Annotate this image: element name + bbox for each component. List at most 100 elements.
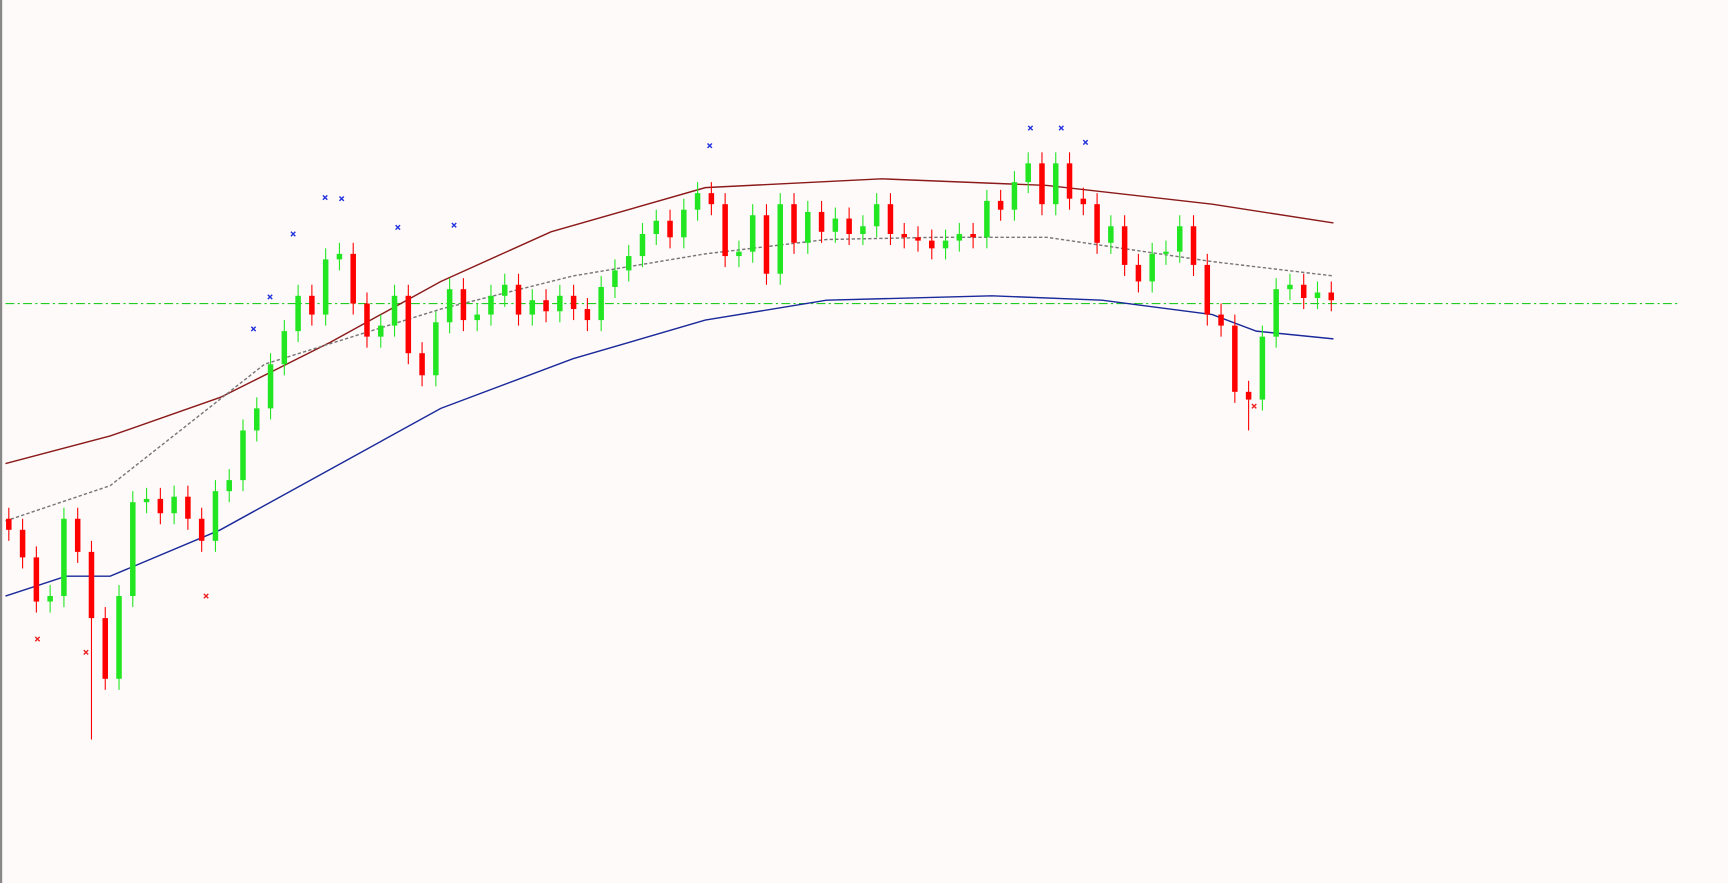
candle-body [61, 518, 67, 597]
candle-body [240, 430, 246, 481]
candle-body [281, 331, 288, 365]
candle-body [460, 289, 467, 321]
candle-body [625, 256, 632, 271]
candle-body [901, 233, 907, 238]
signal-marker [203, 593, 209, 599]
candle-body [1218, 314, 1224, 326]
candle-body [1149, 253, 1155, 282]
candle-body [1163, 251, 1169, 254]
indicator-line [5, 236, 1334, 522]
candle-body [887, 204, 894, 234]
candle-body [350, 253, 356, 304]
candle-body [529, 300, 536, 315]
candle-body [501, 284, 508, 296]
candle-body [736, 251, 742, 257]
candle-body [1300, 284, 1307, 299]
candle-body [433, 322, 439, 376]
candle-body [557, 295, 563, 312]
candle-body [749, 215, 756, 252]
candle-body [19, 529, 26, 558]
indicator-line [5, 295, 1334, 597]
candle-body [378, 325, 384, 337]
candle-body [873, 204, 880, 227]
candle-body [584, 309, 591, 321]
candle-body [446, 289, 453, 323]
candle-body [708, 193, 715, 205]
signal-marker [267, 294, 273, 300]
candle-body [929, 240, 935, 249]
candle-body [722, 204, 728, 257]
candle-body [1190, 226, 1197, 265]
candle-body [1094, 204, 1100, 243]
candle-body [1080, 198, 1087, 205]
candle-body [6, 518, 12, 530]
candle-body [667, 220, 673, 238]
candle-body [1121, 226, 1128, 265]
candle-body [1287, 284, 1293, 290]
candle-body [1053, 163, 1059, 205]
candle-body [88, 551, 95, 619]
candle-body [1259, 336, 1266, 400]
candle-body [143, 498, 150, 503]
candle-body [1232, 325, 1238, 392]
candle-body [1314, 292, 1321, 299]
candle-body [763, 215, 770, 274]
signal-marker [250, 326, 257, 332]
candle-body [198, 518, 205, 541]
candle-body [391, 295, 398, 326]
candle-body [791, 204, 797, 243]
signal-marker [1027, 125, 1034, 131]
candle-body [267, 364, 274, 409]
candle-body [915, 237, 921, 241]
candle-body [832, 218, 839, 232]
candle-body [777, 204, 783, 274]
candle-body [419, 353, 425, 376]
candle-body [860, 226, 866, 234]
candle-body [405, 295, 412, 354]
indicator-line [5, 178, 1334, 465]
candle-body [157, 498, 164, 514]
candle-body [846, 218, 852, 234]
candle-body [1273, 289, 1279, 337]
candle-body [612, 270, 618, 287]
signal-marker [338, 195, 345, 202]
candle-body [130, 502, 136, 597]
candle-body [805, 211, 811, 243]
candle-body [956, 233, 963, 241]
candle-body [309, 295, 315, 315]
candle-body [942, 240, 949, 249]
candle-body [47, 596, 53, 602]
candle-body [984, 200, 990, 238]
candle-body [997, 200, 1004, 210]
candle-body [1176, 226, 1183, 252]
signal-marker [290, 231, 296, 237]
candle-body [570, 295, 577, 310]
candle-body [681, 209, 687, 238]
candle-body [74, 518, 81, 552]
candle-body [598, 286, 604, 321]
candle-body [1066, 163, 1073, 199]
signal-marker [1251, 403, 1257, 409]
signal-marker [83, 649, 89, 656]
candle-body [474, 314, 480, 321]
candle-body [970, 233, 976, 238]
candle-body [212, 491, 219, 541]
candle-body [322, 259, 329, 315]
candle-body [295, 295, 301, 332]
signal-marker [322, 194, 328, 201]
candle-body [254, 408, 260, 431]
signal-marker [395, 224, 401, 231]
signal-marker [451, 222, 457, 228]
candle-body [185, 496, 191, 519]
candle-body [1025, 163, 1031, 183]
candle-body [33, 557, 40, 602]
candle-body [1328, 292, 1335, 301]
candle-body [336, 253, 343, 260]
candle-body [694, 193, 701, 210]
candle-body [1039, 163, 1045, 205]
candle-body [116, 596, 122, 679]
signal-marker [707, 142, 713, 149]
signal-marker [34, 636, 41, 642]
